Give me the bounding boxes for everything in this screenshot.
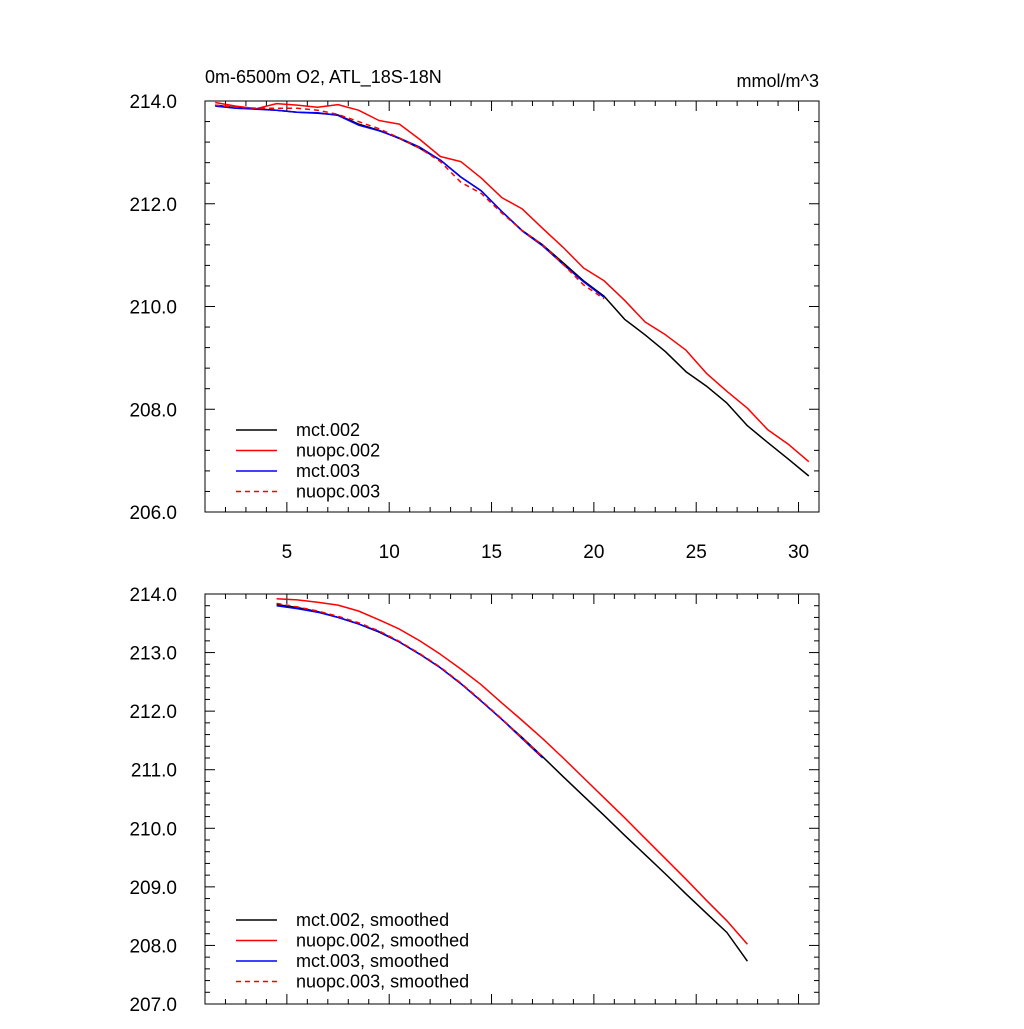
x-tick-label: 30	[788, 542, 809, 563]
y-tick-label: 210.0	[129, 298, 177, 319]
y-tick-label: 212.0	[129, 195, 177, 216]
chart-panel-2: 207.0 208.0 209.0 210.0 211.0 212.0 213.0 214.0…	[129, 585, 820, 1016]
series-line-nuopc-003	[215, 104, 605, 300]
legend-label: mct.003	[296, 461, 360, 481]
y-tick-label: 214.0	[129, 92, 177, 113]
x-tick-label: 15	[481, 542, 502, 563]
y-tick-label: 208.0	[129, 936, 177, 957]
legend-label: mct.003, smoothed	[296, 951, 449, 971]
series-line-nuopc-002	[215, 101, 810, 463]
legend-label: nuopc.002	[296, 441, 380, 461]
legend-label: mct.002	[296, 420, 360, 440]
x-tick-label: 25	[686, 542, 707, 563]
y-tick-label: 214.0	[129, 585, 177, 606]
series-line-mct-002-smoothed	[276, 603, 749, 962]
y-tick-label: 208.0	[129, 400, 177, 421]
y-tick-label: 206.0	[129, 503, 177, 524]
chart-title: 0m-6500m O2, ATL_18S-18N	[205, 67, 442, 88]
legend-label: mct.002, smoothed	[296, 910, 449, 930]
legend-label: nuopc.003, smoothed	[296, 972, 469, 992]
legend-label: nuopc.002, smoothed	[296, 931, 469, 951]
y-tick-label: 212.0	[129, 702, 177, 723]
y-tick-label: 207.0	[129, 995, 177, 1016]
x-tick-label: 10	[379, 542, 400, 563]
series-line-mct-003	[215, 105, 605, 298]
x-tick-label: 20	[583, 542, 604, 563]
chart-units: mmol/m^3	[737, 71, 819, 91]
chart-panel-1: 5 10 15 20 25 30 206.0 208.0 210.0 212.0 214.0 0m-6…	[129, 67, 820, 563]
series-line-nuopc-003-smoothed	[276, 602, 544, 758]
y-tick-label: 209.0	[129, 878, 177, 899]
legend-label: nuopc.003	[296, 482, 380, 502]
y-tick-label: 210.0	[129, 819, 177, 840]
series-line-nuopc-002-smoothed	[276, 597, 748, 945]
y-tick-label: 211.0	[131, 761, 177, 782]
y-tick-label: 213.0	[129, 644, 177, 665]
series-line-mct-003-smoothed	[276, 604, 544, 759]
x-tick-label: 5	[282, 542, 293, 563]
